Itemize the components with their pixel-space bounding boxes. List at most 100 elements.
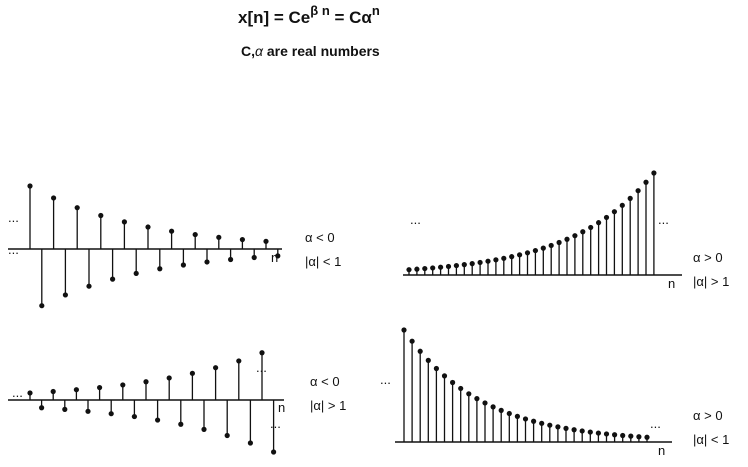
- stem-dot: [571, 427, 577, 433]
- equation-title: x[n] = Ceβ n = Cαn: [238, 3, 380, 28]
- stem-dot: [611, 209, 618, 215]
- left-ellipsis: ...: [8, 210, 19, 225]
- condition-magnitude: |α| > 1: [310, 398, 346, 413]
- stem-dot: [579, 428, 585, 434]
- stem-dot: [180, 262, 186, 268]
- stem-dot: [417, 348, 423, 354]
- stem-dot: [564, 236, 570, 242]
- stem-dot: [493, 257, 499, 263]
- right-ellipsis: ...: [650, 416, 661, 431]
- stem-dot: [251, 254, 257, 261]
- stem-dot: [192, 231, 198, 238]
- stem-dot: [547, 422, 553, 428]
- stem-dot: [441, 373, 448, 379]
- stem-dot: [178, 421, 184, 427]
- left-ellipsis: ...: [12, 385, 23, 400]
- stem-dot: [588, 224, 594, 231]
- stem-dot: [501, 255, 507, 261]
- stem-dot: [482, 400, 488, 406]
- stem-dot: [531, 418, 537, 424]
- stem-dot: [506, 410, 512, 417]
- axis-label-n: n: [278, 400, 285, 415]
- stem-dot: [628, 433, 634, 439]
- stem-dot: [651, 170, 657, 176]
- stem-dot: [627, 195, 633, 201]
- stem-dot: [469, 261, 475, 267]
- stem-dot: [548, 242, 554, 249]
- stem-dot: [438, 264, 444, 270]
- condition-sign: α < 0: [305, 230, 335, 245]
- stem-dot: [635, 188, 641, 194]
- stem-dot: [39, 303, 45, 309]
- stem-dot: [166, 375, 172, 381]
- stem-dot: [50, 388, 56, 395]
- equation-rhs: = Cα: [329, 8, 372, 27]
- stem-dot: [120, 382, 126, 388]
- right-ellipsis-lower: ...: [270, 416, 281, 431]
- right-ellipsis: ...: [8, 242, 19, 257]
- equation-lhs: x[n] = Ce: [238, 8, 311, 27]
- equation-exponent: β n: [310, 3, 330, 18]
- stem-dot: [450, 379, 456, 386]
- stem-dot: [189, 370, 195, 376]
- stem-dot: [275, 253, 281, 259]
- stem-dot: [239, 236, 245, 243]
- stem-dot: [62, 292, 68, 298]
- stem-dot: [73, 387, 79, 393]
- stem-dot: [458, 385, 464, 392]
- stem-dot: [216, 234, 222, 240]
- stem-dot: [27, 390, 33, 396]
- stem-dot: [572, 233, 578, 239]
- stem-dot: [461, 262, 467, 268]
- subtitle: C,α are real numbers: [241, 43, 380, 59]
- stem-dot: [259, 350, 265, 356]
- stem-dot: [62, 406, 68, 412]
- stem-dot: [643, 179, 649, 185]
- stem-dot: [587, 429, 593, 435]
- stem-dot: [108, 411, 114, 417]
- stem-dot: [619, 202, 625, 208]
- stem-dot: [555, 424, 561, 430]
- stem-dot: [401, 327, 407, 333]
- right-ellipsis: ...: [256, 360, 267, 375]
- stem-dot: [263, 238, 269, 244]
- stem-dot: [453, 262, 459, 269]
- stem-dot: [433, 365, 439, 372]
- stem-dot: [228, 256, 234, 263]
- stem-dot: [620, 432, 626, 439]
- stem-dot: [540, 245, 546, 251]
- condition-magnitude: |α| < 1: [305, 254, 341, 269]
- left-ellipsis: ...: [380, 372, 391, 387]
- stem-dot: [524, 250, 531, 256]
- stem-dot: [51, 195, 57, 201]
- condition-sign: α > 0: [693, 250, 723, 265]
- stem-dot: [636, 434, 642, 440]
- stem-dot: [224, 432, 230, 439]
- stem-dot: [556, 239, 562, 246]
- stem-dot: [133, 270, 139, 277]
- condition-sign: α > 0: [693, 408, 723, 423]
- stem-dot: [580, 229, 586, 235]
- stem-dot: [121, 219, 127, 225]
- axis-label-n: n: [658, 443, 665, 458]
- stem-dot: [522, 416, 529, 422]
- stem-dot: [131, 413, 137, 420]
- stem-dot: [603, 431, 610, 437]
- stem-dot: [532, 247, 539, 254]
- stem-dot: [539, 420, 545, 426]
- panel-top-right: n α > 0 |α| > 1......: [403, 170, 729, 291]
- left-ellipsis: ...: [410, 212, 421, 227]
- stem-dot: [422, 265, 428, 272]
- subtitle-alpha: α: [255, 43, 263, 59]
- stem-dot: [477, 259, 483, 266]
- stem-dot: [595, 430, 602, 436]
- stem-dot: [98, 212, 104, 219]
- stem-dot: [612, 432, 618, 438]
- condition-magnitude: |α| > 1: [693, 274, 729, 289]
- stem-dot: [201, 426, 207, 432]
- stem-dot: [247, 440, 253, 446]
- stem-dot: [204, 259, 210, 265]
- stem-dot: [406, 267, 412, 273]
- condition-sign: α < 0: [310, 374, 340, 389]
